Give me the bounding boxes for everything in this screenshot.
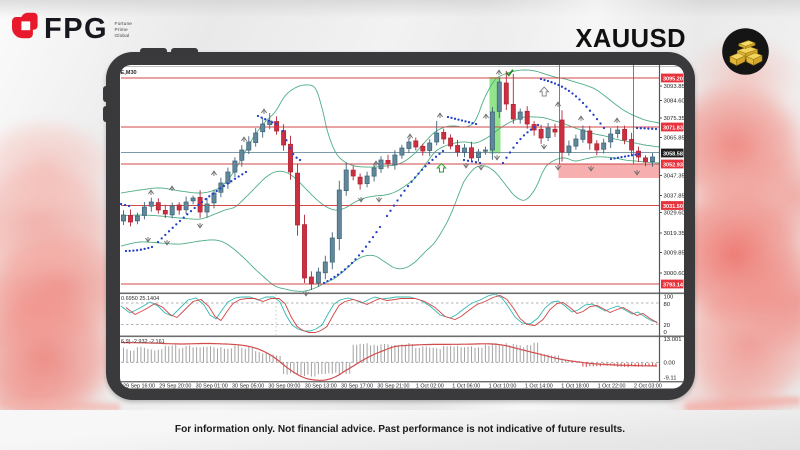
svg-text:80: 80: [664, 302, 671, 308]
svg-text:3093.85: 3093.85: [664, 84, 686, 90]
svg-text:3031.50: 3031.50: [663, 204, 683, 210]
svg-text:E,M30: E,M30: [121, 70, 137, 76]
svg-text:13.001: 13.001: [664, 337, 682, 343]
svg-text:3071.83: 3071.83: [663, 125, 683, 131]
svg-text:3095.20: 3095.20: [663, 76, 683, 82]
svg-text:0.6950 25.1404: 0.6950 25.1404: [121, 296, 159, 302]
svg-text:30 Sep 01:00: 30 Sep 01:00: [196, 383, 228, 389]
svg-text:3058.58: 3058.58: [663, 151, 683, 157]
svg-text:30 Sep 13:00: 30 Sep 13:00: [305, 383, 337, 389]
svg-text:1 Oct 02:00: 1 Oct 02:00: [416, 383, 444, 389]
svg-text:-9.11: -9.11: [664, 376, 677, 382]
svg-text:3052.93: 3052.93: [663, 162, 683, 168]
svg-text:0: 0: [664, 330, 668, 336]
svg-text:3009.85: 3009.85: [664, 251, 686, 257]
svg-text:3019.35: 3019.35: [664, 231, 686, 237]
svg-text:29 Sep 20:00: 29 Sep 20:00: [159, 383, 191, 389]
svg-text:2 Oct 03:00: 2 Oct 03:00: [634, 383, 662, 389]
svg-text:1 Oct 14:00: 1 Oct 14:00: [525, 383, 553, 389]
svg-text:30 Sep 21:00: 30 Sep 21:00: [377, 383, 409, 389]
svg-text:3075.35: 3075.35: [664, 116, 686, 122]
svg-text:3047.35: 3047.35: [664, 174, 686, 180]
svg-text:30 Sep 17:00: 30 Sep 17:00: [341, 383, 373, 389]
svg-text:3037.85: 3037.85: [664, 194, 686, 200]
svg-text:3084.60: 3084.60: [664, 99, 686, 105]
svg-text:6,9) -2.932 -2.161: 6,9) -2.932 -2.161: [121, 339, 165, 345]
svg-text:100: 100: [664, 295, 675, 301]
svg-text:30 Sep 05:00: 30 Sep 05:00: [232, 383, 264, 389]
svg-text:1 Oct 18:00: 1 Oct 18:00: [561, 383, 589, 389]
svg-text:1 Oct 06:00: 1 Oct 06:00: [452, 383, 480, 389]
svg-text:1 Oct 10:00: 1 Oct 10:00: [489, 383, 517, 389]
svg-text:0.00: 0.00: [664, 361, 676, 367]
svg-text:3065.85: 3065.85: [664, 136, 686, 142]
svg-text:29 Sep 16:00: 29 Sep 16:00: [123, 383, 155, 389]
svg-text:30 Sep 09:00: 30 Sep 09:00: [268, 383, 300, 389]
svg-text:1 Oct 22:00: 1 Oct 22:00: [598, 383, 626, 389]
svg-text:20: 20: [664, 323, 671, 329]
svg-text:3000.60: 3000.60: [664, 271, 686, 277]
svg-text:3793.14: 3793.14: [663, 282, 684, 288]
svg-text:3029.60: 3029.60: [664, 211, 686, 217]
